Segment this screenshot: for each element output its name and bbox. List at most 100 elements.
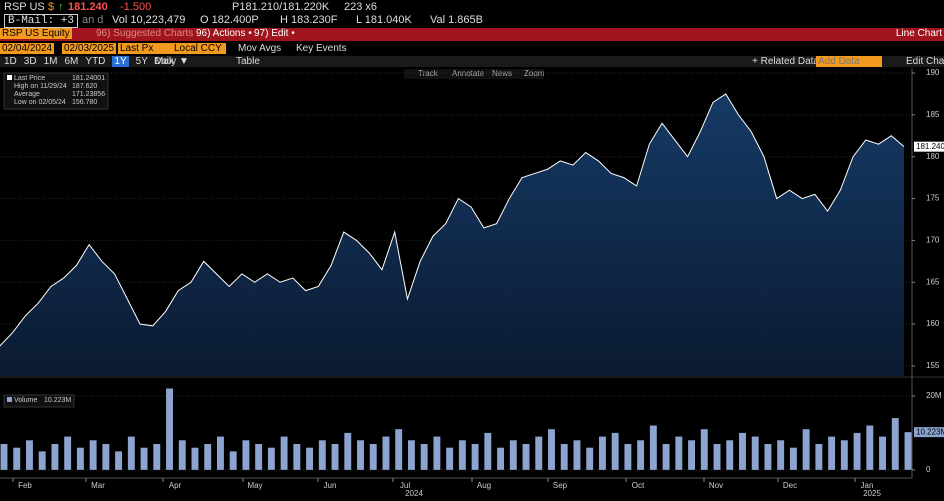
volume-bar [127, 436, 135, 470]
end-date[interactable]: 02/03/2025 [62, 43, 117, 54]
volume-bar [739, 432, 746, 470]
ranges: 1D 3D 1M 6M YTD 1Y 5Y Max [4, 56, 181, 67]
table[interactable]: Table [236, 56, 260, 67]
low: L 181.040K [356, 14, 412, 26]
view-title: Line Chart [895, 28, 942, 39]
volume-bar [216, 436, 224, 470]
x-tick-label: Sep [553, 481, 568, 490]
volume-bar [318, 440, 326, 470]
x-tick-label: Apr [169, 481, 182, 490]
x-tick-label: Oct [632, 481, 645, 490]
volume-bar [586, 447, 594, 470]
volume-bar [293, 443, 301, 470]
volume-bar [573, 440, 581, 470]
suggested[interactable]: 96) Suggested Charts [96, 28, 194, 39]
range-button[interactable]: Max [154, 56, 174, 67]
volume-bar [446, 447, 454, 470]
security[interactable]: RSP US Equity [0, 28, 72, 39]
volume-bar [51, 443, 59, 470]
volume-bar [407, 440, 415, 470]
tool[interactable]: News [492, 69, 512, 78]
volume-bar [204, 443, 212, 470]
volume-bar [649, 425, 657, 470]
volume-bar [637, 440, 645, 470]
volume-bar [624, 443, 632, 470]
range-button[interactable]: 3D [23, 56, 37, 67]
actions[interactable]: 96) Actions • [196, 28, 252, 39]
tool[interactable]: Track [418, 69, 439, 78]
tool[interactable]: Annotate [452, 69, 485, 78]
legend-value: 171.23856 [72, 91, 105, 98]
legend-value: 181.24001 [72, 75, 105, 82]
volume-bar [26, 440, 33, 470]
volume-bar [102, 443, 110, 470]
tool[interactable]: Zoom [524, 69, 545, 78]
volume-bar [64, 436, 72, 470]
volume-bar [0, 443, 8, 470]
volume-bar [879, 436, 886, 470]
x-tick-label: Dec [783, 481, 797, 490]
volume-bar [853, 432, 861, 470]
legend-value: 187.620 [72, 83, 97, 90]
currency: $ [48, 1, 55, 13]
edit[interactable]: 97) Edit • [254, 28, 295, 39]
key-events[interactable]: Key Events [296, 43, 347, 54]
volume-bar [331, 443, 339, 470]
volume-bar [700, 429, 708, 470]
mov-avgs[interactable]: Mov Avgs [238, 43, 282, 54]
price-line [0, 93, 905, 347]
volume-bar [713, 443, 721, 470]
range-button[interactable]: 1M [43, 56, 58, 67]
volume-bar [726, 440, 734, 470]
stats-row: B-Mail: +3 an d Vol 10,223,479 O 182.400… [0, 14, 944, 28]
legend-box [3, 394, 75, 408]
bid-ask: P181.210/181.220K [232, 1, 330, 13]
range-button[interactable]: 1Y [112, 56, 129, 67]
volume-bar [548, 429, 555, 470]
volume-bar [357, 440, 364, 470]
related-data[interactable]: + Related Data • [752, 56, 826, 67]
range-button[interactable]: YTD [85, 56, 106, 67]
range-button[interactable]: 5Y [135, 56, 148, 67]
change: -1.500 [120, 1, 152, 13]
flag: an d [82, 14, 104, 26]
year-label: 2025 [863, 489, 881, 498]
y-tick-label: 170 [926, 236, 940, 245]
edit-chart[interactable]: Edit Chart [906, 56, 944, 67]
year-label: 2024 [405, 489, 423, 498]
range-row: 1D 3D 1M 6M YTD 1Y 5Y Max Daily ▼ Table + Relat… [0, 56, 944, 67]
legend-box [3, 72, 109, 110]
volume-bar [420, 443, 428, 470]
volume-bar [191, 447, 199, 470]
volume-bar [153, 443, 161, 470]
range-button[interactable]: 6M [64, 56, 79, 67]
volume-bar [255, 443, 263, 470]
ticker: RSP US [4, 1, 45, 13]
high: H 183.230F [280, 14, 338, 26]
volume-bar [789, 447, 797, 470]
frequency[interactable]: Daily ▼ [154, 56, 189, 67]
volume-bar [866, 425, 874, 470]
size: 223 x6 [344, 1, 378, 13]
currency-select[interactable]: Local CCY [172, 43, 226, 54]
volume-bar [242, 440, 250, 470]
volume-bar [840, 440, 848, 470]
x-tick-label: Jun [324, 481, 337, 490]
add-data[interactable]: Add Data [816, 56, 882, 67]
value: Val 1.865B [430, 14, 484, 26]
field[interactable]: Last Px [118, 43, 172, 54]
volume-bar [382, 436, 390, 470]
y-tick-label: 155 [926, 361, 940, 370]
y-tick-label: 0 [926, 465, 931, 474]
range-button[interactable]: 1D [4, 56, 17, 67]
volume-bar [598, 436, 606, 470]
start-date[interactable]: 02/04/2024 [0, 43, 55, 54]
y-tick-label: 160 [926, 319, 940, 328]
mail[interactable]: B-Mail: +3 [4, 14, 79, 28]
volume-bar [509, 440, 517, 470]
volume-bar [178, 440, 186, 470]
volume-bar [471, 443, 479, 470]
volume-bar [229, 451, 237, 470]
last-price: 181.240 [68, 1, 108, 13]
